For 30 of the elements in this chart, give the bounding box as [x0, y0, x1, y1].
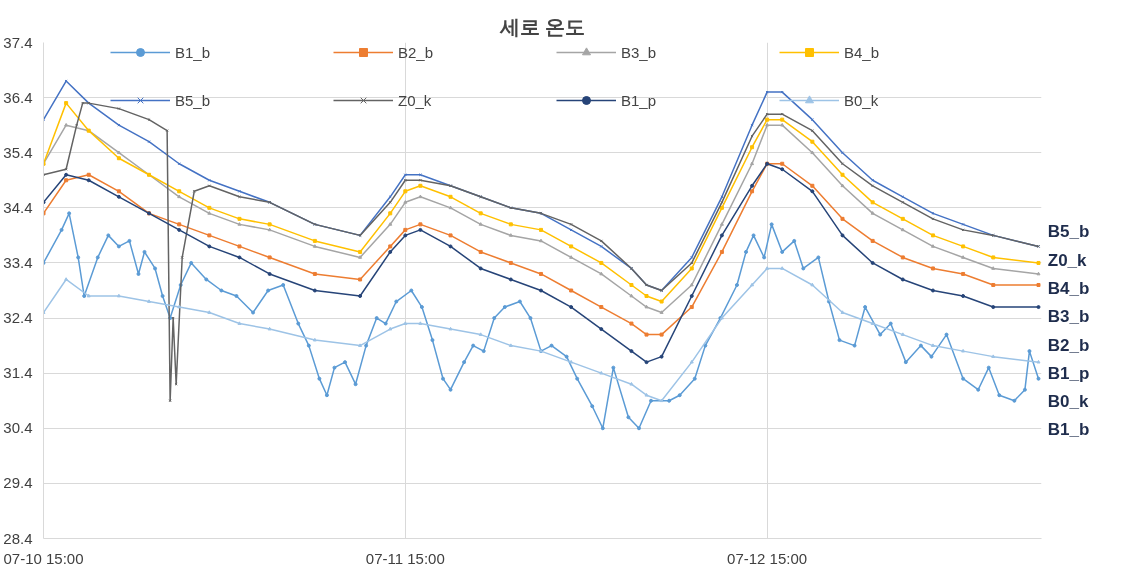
- text: B5_b: [1047, 222, 1090, 242]
- text: B0_k: [1047, 392, 1089, 412]
- legend-label: B1_b: [175, 42, 212, 62]
- y-tick-label: 37.4: [3, 33, 33, 51]
- y-tick-label: 33.4: [3, 253, 33, 271]
- text: B2_b: [1047, 335, 1090, 355]
- y-tick-label: 32.4: [3, 309, 33, 327]
- x-tick-label: 07-12 15:00: [727, 549, 808, 567]
- legend-label: B5_b: [175, 90, 212, 110]
- y-tick-label: 28.4: [3, 529, 33, 547]
- legend-label: B0_k: [844, 90, 880, 110]
- legend-label: B2_b: [398, 42, 435, 62]
- legend-label: B1_p: [621, 90, 658, 110]
- chart-title: 세로 온도: [498, 15, 586, 38]
- text: B1_b: [1047, 420, 1090, 440]
- legend-label: B3_b: [621, 42, 658, 62]
- y-tick-label: 34.4: [3, 198, 33, 216]
- legend-label: Z0_k: [398, 90, 433, 110]
- x-tick-label: 07-11 15:00: [365, 549, 445, 567]
- text: Z0_k: [1047, 250, 1088, 270]
- text: B4_b: [1047, 279, 1090, 299]
- y-tick-label: 36.4: [3, 88, 33, 106]
- y-tick-label: 29.4: [3, 474, 33, 492]
- y-tick-label: 35.4: [3, 143, 33, 161]
- y-tick-label: 31.4: [3, 364, 33, 382]
- x-tick-label: 07-10 15:00: [3, 549, 84, 567]
- text: B3_b: [1047, 307, 1090, 327]
- text: B1_p: [1047, 363, 1090, 383]
- legend-label: B4_b: [844, 42, 881, 62]
- y-tick-label: 30.4: [3, 419, 33, 437]
